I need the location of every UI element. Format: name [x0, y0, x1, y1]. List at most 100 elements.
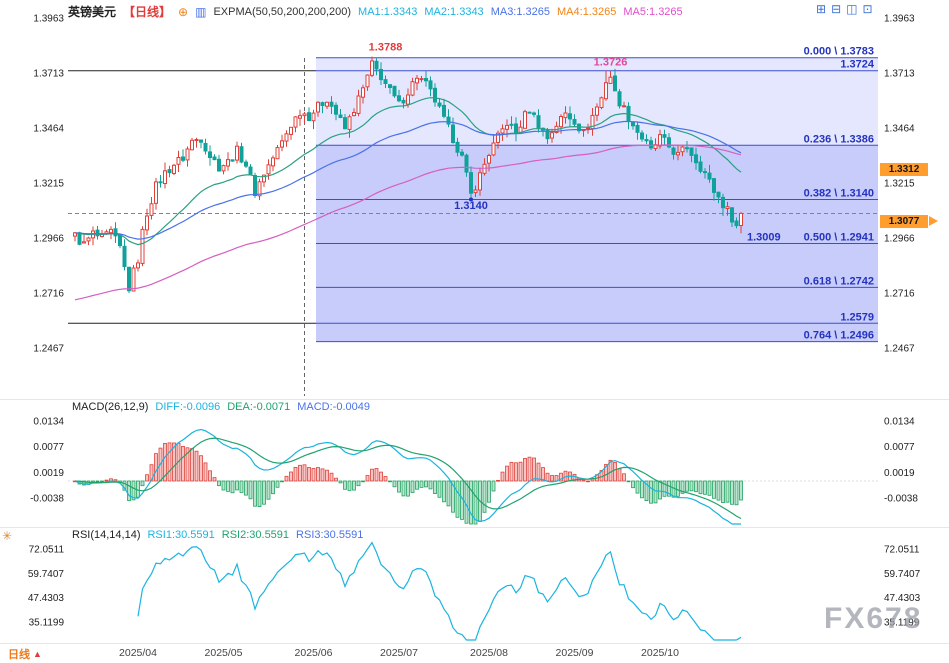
columns-layout-icon[interactable]: ◫: [846, 2, 858, 16]
candle-body: [518, 126, 523, 133]
candle-body: [721, 196, 725, 209]
macd-histogram-bar: [410, 480, 415, 493]
single-layout-icon[interactable]: ⊡: [862, 2, 873, 16]
macd-histogram-bar: [604, 464, 608, 482]
macd-histogram-bar: [397, 480, 401, 493]
candle-body: [464, 154, 469, 173]
candle-body: [442, 104, 446, 117]
candle-body: [361, 87, 365, 98]
macd-histogram-bar: [698, 480, 703, 495]
candle-body: [239, 146, 244, 163]
indicator-chart-icon[interactable]: ▥: [195, 4, 207, 19]
candle-body: [127, 266, 131, 292]
macd-histogram-bar: [680, 480, 685, 494]
candle-body: [221, 165, 226, 172]
macd-histogram-bar: [518, 461, 523, 482]
candle-body: [568, 113, 572, 120]
macd-histogram-bar: [320, 468, 325, 482]
candle-body: [320, 102, 325, 106]
candle-body: [145, 215, 149, 231]
macd-histogram-bar: [347, 480, 352, 491]
candle-body: [676, 151, 680, 156]
y-tick-right: 1.3464: [884, 124, 915, 135]
macd-histogram-bar: [230, 480, 235, 494]
candle-body: [586, 127, 590, 130]
candle-body: [356, 95, 361, 114]
macd-histogram-bar: [572, 473, 577, 482]
macd-bar-value: MACD:-0.0049: [297, 401, 370, 413]
macd-histogram-bar: [253, 480, 257, 507]
macd-histogram-bar: [559, 472, 563, 482]
macd-histogram-bar: [271, 480, 275, 495]
macd-histogram-bar: [190, 448, 194, 482]
candle-body: [284, 133, 289, 142]
macd-histogram-bar: [181, 445, 185, 482]
candle-body: [559, 116, 563, 128]
candle-body: [680, 146, 685, 153]
candle-body: [689, 147, 694, 156]
period-dropdown-icon[interactable]: ▲: [33, 649, 42, 659]
x-tick-month: 2025/05: [205, 647, 243, 659]
macd-histogram-bar: [383, 476, 388, 482]
fib-label: 0.618 \ 1.2742: [804, 275, 874, 287]
candle-body: [608, 76, 613, 84]
candle-body: [334, 104, 338, 115]
macd-histogram-bar: [541, 467, 545, 482]
candle-body: [451, 124, 455, 143]
macd-dea-line: [74, 437, 742, 520]
candle-body: [77, 232, 82, 245]
macd-histogram-bar: [446, 480, 451, 507]
ma-line: [74, 144, 742, 301]
rows-layout-icon[interactable]: ⊟: [831, 2, 842, 16]
macd-histogram-bar: [361, 480, 365, 483]
macd-histogram-bar: [635, 480, 640, 494]
x-tick-month: 2025/09: [556, 647, 594, 659]
rsi-tick-left: 59.7407: [28, 569, 65, 580]
candle-body: [86, 237, 91, 242]
rsi3-value: RSI3:30.5591: [296, 529, 364, 541]
swing-point-dot: [469, 197, 473, 202]
rsi-settings-icon[interactable]: ✳: [2, 529, 13, 543]
macd-histogram-bar: [334, 477, 338, 482]
macd-histogram-bar: [280, 480, 284, 483]
macd-histogram-bar: [500, 471, 505, 482]
candle-body: [226, 159, 230, 167]
macd-histogram-bar: [622, 473, 626, 482]
macd-histogram-bar: [235, 480, 239, 491]
macd-histogram-bar: [307, 467, 311, 482]
macd-histogram-bar: [424, 480, 428, 488]
macd-histogram-bar: [379, 471, 383, 482]
grid-layout-icon[interactable]: ⊞: [816, 2, 827, 16]
candle-body: [617, 91, 622, 107]
period-selector[interactable]: 日线 ▲: [8, 646, 42, 662]
candle-body: [140, 228, 145, 264]
macd-histogram-bar: [640, 480, 644, 499]
macd-histogram-bar: [163, 442, 167, 482]
macd-histogram-bar: [95, 480, 100, 483]
rsi-header: RSI(14,14,14) RSI1:30.5591 RSI2:30.5591 …: [72, 529, 363, 541]
macd-histogram-bar: [311, 468, 316, 482]
macd-histogram-bar: [653, 480, 658, 504]
macd-histogram-bar: [419, 480, 424, 488]
candle-body: [694, 154, 698, 164]
macd-histogram-bar: [725, 480, 730, 503]
y-tick-left: 1.3713: [33, 69, 64, 80]
ma2-value: MA2:1.3343: [424, 5, 484, 18]
candle-body: [82, 241, 86, 244]
macd-diff-line: [74, 428, 741, 525]
macd-histogram-bar: [100, 480, 104, 483]
candle-body: [136, 262, 140, 269]
candle-body: [712, 178, 716, 193]
candle-body: [514, 123, 518, 134]
add-indicator-icon[interactable]: ⊕: [178, 4, 189, 19]
fib-label: 1.3724: [840, 59, 875, 71]
macd-histogram-bar: [581, 479, 586, 482]
candle-body: [640, 132, 644, 140]
macd-histogram-bar: [482, 480, 487, 513]
macd-histogram-bar: [365, 475, 370, 482]
macd-histogram-bar: [433, 480, 437, 495]
macd-tick-left: 0.0134: [33, 417, 64, 428]
period-label[interactable]: 日线: [8, 649, 30, 661]
